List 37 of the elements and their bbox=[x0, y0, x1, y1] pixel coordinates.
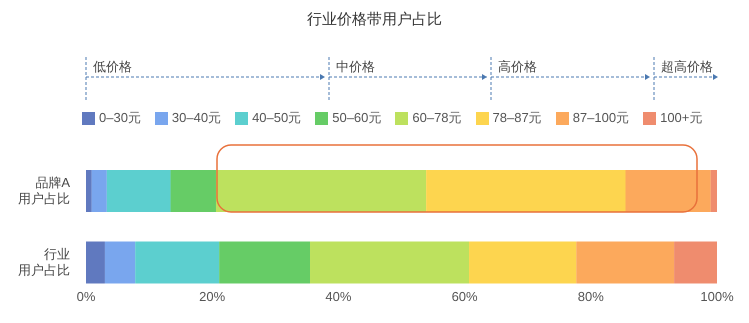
bar bbox=[170, 170, 216, 212]
bar bbox=[92, 170, 107, 212]
bar bbox=[216, 170, 426, 212]
y-tick-label: 行业用户占比 bbox=[18, 246, 70, 278]
legend-label: 0–30元 bbox=[99, 110, 141, 125]
text: 中价格 bbox=[336, 59, 375, 74]
bar bbox=[426, 170, 626, 212]
bar bbox=[219, 242, 310, 284]
x-tick-label: 0% bbox=[76, 289, 96, 304]
legend-label: 87–100元 bbox=[572, 110, 630, 125]
x-tick-label: 40% bbox=[325, 289, 352, 304]
legend-label: 40–50元 bbox=[252, 110, 302, 125]
text: 超高价格 bbox=[661, 59, 713, 74]
bar bbox=[576, 242, 674, 284]
x-tick-label: 100% bbox=[700, 289, 734, 304]
bar bbox=[135, 242, 220, 284]
y-tick-label: 品牌A用户占比 bbox=[18, 174, 70, 206]
bar bbox=[310, 242, 470, 284]
bar bbox=[106, 170, 171, 212]
bar bbox=[469, 242, 576, 284]
bar bbox=[674, 242, 717, 284]
text: 高价格 bbox=[498, 59, 537, 74]
bar bbox=[104, 242, 136, 284]
bar bbox=[86, 242, 105, 284]
bar bbox=[710, 170, 717, 212]
x-tick-label: 80% bbox=[578, 289, 604, 304]
bar bbox=[86, 170, 92, 212]
legend-label: 30–40元 bbox=[172, 110, 222, 125]
chart-title: 行业价格带用户占比 bbox=[306, 10, 443, 29]
legend-label: 78–87元 bbox=[492, 110, 542, 125]
legend-label: 100+元 bbox=[660, 110, 702, 125]
legend-label: 60–78元 bbox=[412, 110, 462, 125]
text: 低价格 bbox=[93, 59, 132, 74]
x-tick-label: 20% bbox=[199, 289, 226, 304]
x-tick-label: 60% bbox=[452, 289, 478, 304]
legend-label: 50–60元 bbox=[332, 110, 382, 125]
bar bbox=[626, 170, 711, 212]
